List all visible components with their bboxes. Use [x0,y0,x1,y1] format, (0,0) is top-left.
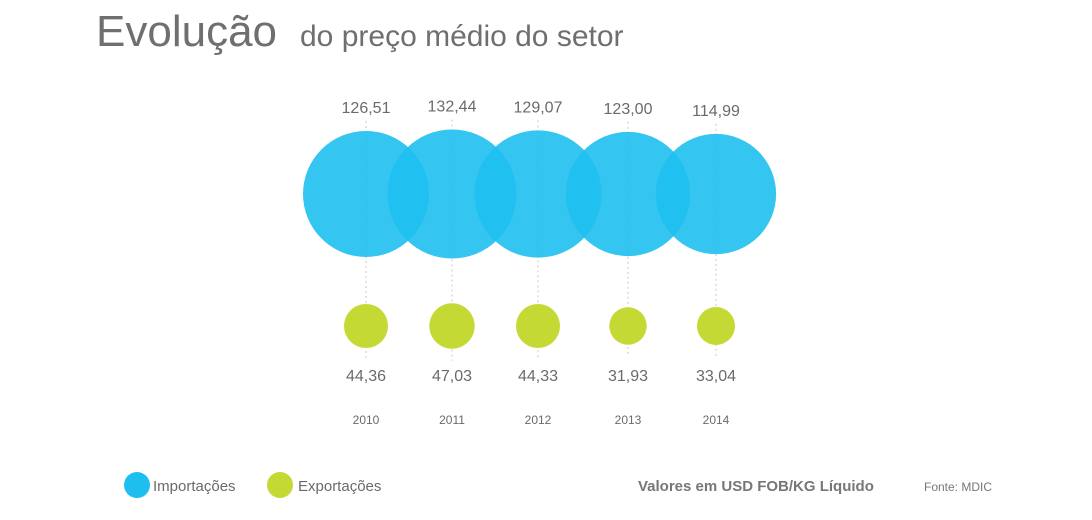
legend-exports-label: Exportações [298,478,381,495]
legend-imports-swatch [124,472,150,498]
export-bubble-2012 [516,304,560,348]
import-value-2011: 132,44 [428,99,477,116]
units-note: Valores em USD FOB/KG Líquido [638,478,874,495]
export-bubble-2013 [609,307,647,345]
year-label-2012: 2012 [525,413,552,427]
export-bubbles [344,303,735,349]
chart-title-sub: do preço médio do setor [300,20,624,53]
export-value-2013: 31,93 [608,368,648,385]
legend: Importações Exportações [124,472,381,498]
export-bubble-2011 [429,303,475,349]
export-value-2011: 47,03 [432,368,472,385]
import-value-2014: 114,99 [692,103,740,120]
export-bubble-2010 [344,304,388,348]
import-bubble-2013 [565,131,691,257]
export-bubble-2014 [697,307,735,345]
year-label-2011: 2011 [439,413,465,427]
export-value-2010: 44,36 [346,368,386,385]
source-note: Fonte: MDIC [924,480,992,494]
year-label-2013: 2013 [615,413,642,427]
import-bubble-2012 [474,130,602,258]
legend-exports-swatch [267,472,293,498]
export-value-2014: 33,04 [696,368,736,385]
legend-imports-label: Importações [153,478,236,495]
import-value-2013: 123,00 [604,101,653,118]
import-value-2012: 129,07 [514,99,563,116]
import-value-2010: 126,51 [342,100,391,117]
import-bubble-2014 [655,133,777,255]
export-value-2012: 44,33 [518,368,558,385]
year-label-2014: 2014 [703,413,730,427]
chart-title-main: Evolução [96,7,277,56]
value-labels: 126,51 44,36 2010 132,44 47,03 2011 129,07 44,3… [342,99,740,427]
year-label-2010: 2010 [353,413,380,427]
import-bubbles [303,129,777,259]
